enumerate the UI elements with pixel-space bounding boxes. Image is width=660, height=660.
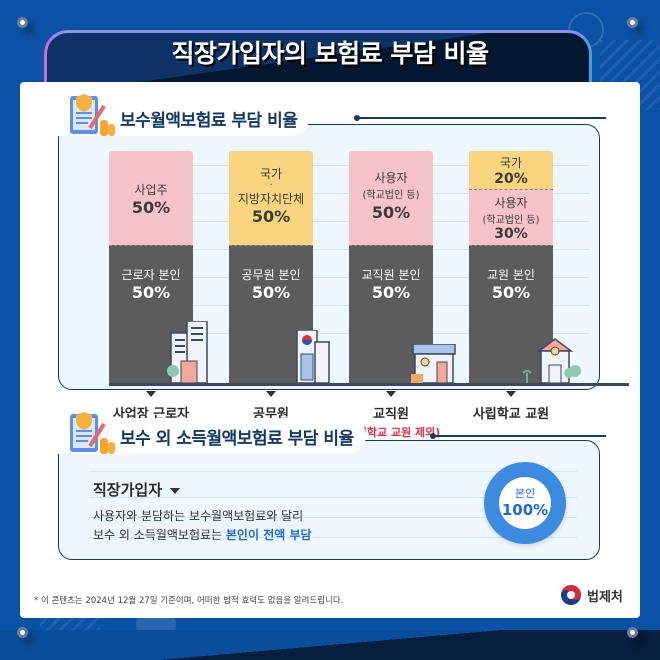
org-logo: 법제처 bbox=[560, 584, 623, 606]
subscriber-type: 직장가입자 bbox=[93, 479, 181, 500]
rivet-icon bbox=[627, 627, 638, 638]
content-card: 사업주 50% 근로자 본인 50% 국가 · 지방자치단체 50% bbox=[20, 82, 640, 618]
divider bbox=[358, 117, 606, 119]
salary-premium-section: 사업주 50% 근로자 본인 50% 국가 · 지방자치단체 50% bbox=[58, 124, 629, 439]
divider bbox=[434, 435, 606, 437]
description-line: 사용자와 분담하는 보수월액보험료와 달리 bbox=[93, 509, 304, 523]
bar-workplace-worker: 사업주 50% 근로자 본인 50% bbox=[109, 151, 193, 383]
taegeuk-icon bbox=[561, 585, 581, 605]
school-building-icon bbox=[411, 344, 456, 383]
triangle-down-icon bbox=[266, 391, 276, 397]
dot-icon bbox=[354, 115, 360, 121]
dot-icon bbox=[430, 433, 436, 439]
highlight-text: 본인이 전액 부담 bbox=[225, 528, 312, 542]
exclusion-note: (사립학교 교원 제외) bbox=[341, 426, 441, 439]
segment-self: 교원 본인 50% bbox=[469, 245, 553, 383]
insurance-document-icon bbox=[70, 412, 115, 454]
rivet-icon bbox=[17, 627, 28, 638]
disclaimer: * 이 콘텐츠는 2024년 12월 27일 기준이며, 어떠한 법적 효력도 … bbox=[34, 596, 344, 606]
triangle-down-icon bbox=[170, 487, 181, 494]
segment-self: 근로자 본인 50% bbox=[109, 245, 193, 383]
rivet-icon bbox=[627, 17, 638, 28]
office-building-icon bbox=[167, 321, 208, 383]
triangle-down-icon bbox=[146, 391, 156, 397]
category-school-staff: 교직원 (사립학교 교원 제외) bbox=[321, 391, 461, 440]
segment-employer: 사용자 (학교법인 등) 30% bbox=[469, 189, 553, 245]
segment-employer: 사업주 50% bbox=[109, 151, 193, 245]
private-school-icon bbox=[522, 338, 581, 383]
segment-employer: 사용자 (학교법인 등) 50% bbox=[349, 151, 433, 245]
category-private-school-teacher: 사립학교 교원 bbox=[441, 391, 581, 422]
description-line: 보수 외 소득월액보험료는 본인이 전액 부담 bbox=[93, 528, 312, 542]
bar-private-school-teacher: 국가 20% 사용자 (학교법인 등) 30% 교원 본인 50% bbox=[469, 151, 553, 383]
triangle-down-icon bbox=[386, 391, 396, 397]
page-title: 직장가입자의 보험료 부담 비율 bbox=[171, 39, 489, 68]
insurance-document-icon bbox=[70, 94, 115, 136]
government-building-icon bbox=[296, 330, 330, 383]
chart-baseline bbox=[109, 383, 629, 386]
self-100-donut: 본인 100% bbox=[484, 462, 566, 544]
donut-center: 본인 100% bbox=[499, 477, 551, 529]
section2-header-line bbox=[50, 418, 610, 454]
bottom-band bbox=[0, 630, 660, 660]
rivet-icon bbox=[17, 17, 28, 28]
segment-government: 국가 · 지방자치단체 50% bbox=[229, 151, 313, 245]
segment-government: 국가 20% bbox=[469, 151, 553, 189]
section1-header-line bbox=[50, 100, 610, 136]
triangle-down-icon bbox=[506, 391, 516, 397]
